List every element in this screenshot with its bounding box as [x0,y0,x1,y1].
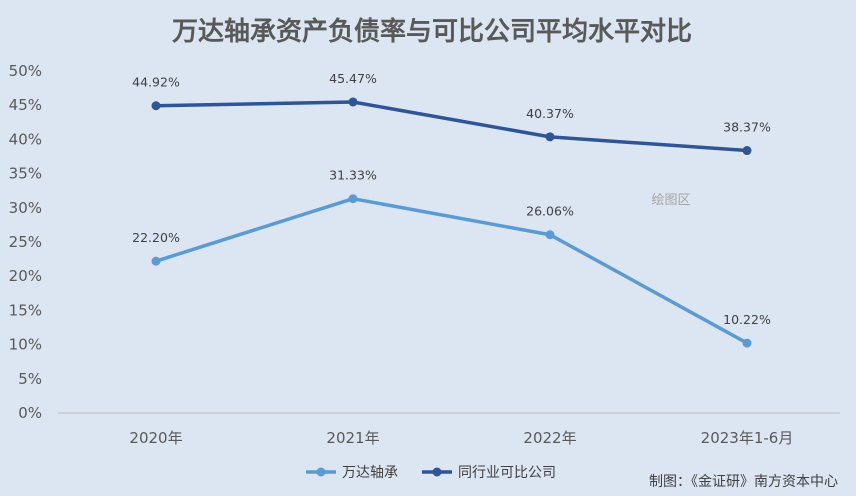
data-label: 44.92% [132,75,180,90]
data-label: 40.37% [526,106,574,121]
legend-label: 万达轴承 [342,465,398,481]
legend-item: 万达轴承 [306,465,398,481]
data-point [742,146,752,156]
data-label: 31.33% [329,168,377,183]
legend-label: 同行业可比公司 [458,465,556,481]
data-point [151,101,161,111]
y-tick-label: 25% [9,233,42,251]
series-2: 44.92% 45.47% 40.37% 38.37% [132,71,771,156]
y-axis: 0% 5% 10% 15% 20% 25% 30% 35% 40% 45% 50% [9,62,42,422]
legend-swatch-marker [316,467,326,477]
data-point [151,256,161,266]
y-tick-label: 10% [9,336,42,354]
y-tick-label: 45% [9,96,42,114]
series-line [154,196,749,345]
x-tick-label: 2021年 [326,429,379,447]
y-tick-label: 5% [18,370,42,388]
data-label: 26.06% [526,204,574,219]
plot-area-watermark: 绘图区 [651,193,690,208]
y-tick-label: 40% [9,130,42,148]
x-tick-label: 2020年 [129,429,182,447]
chart-title: 万达轴承资产负债率与可比公司平均水平对比 [172,16,692,47]
data-point [348,97,358,107]
data-label: 45.47% [329,71,377,86]
y-tick-label: 20% [9,267,42,285]
legend-swatch-marker [432,467,442,477]
data-point [742,338,752,348]
data-label: 38.37% [723,120,771,135]
y-tick-label: 0% [18,404,42,422]
x-tick-label: 2023年1-6月 [701,429,794,447]
data-label: 10.22% [723,312,771,327]
data-label: 22.20% [132,230,180,245]
x-axis: 2020年 2021年 2022年 2023年1-6月 [129,429,793,447]
series-layer: 22.20% 31.33% 26.06% 10.22% 44.92% 45.47% 40.3… [132,71,771,348]
series-1: 22.20% 31.33% 26.06% 10.22% [132,168,771,348]
data-point [348,194,358,204]
y-tick-label: 15% [9,301,42,319]
data-point [545,230,555,240]
data-point [545,132,555,142]
legend-item: 同行业可比公司 [422,465,556,481]
chart-credit: 制图：《金证研》南方资本中心 [649,474,838,490]
y-tick-label: 35% [9,165,42,183]
legend: 万达轴承 同行业可比公司 [306,465,556,481]
y-tick-label: 50% [9,62,42,80]
x-tick-label: 2022年 [523,429,576,447]
y-tick-label: 30% [9,199,42,217]
series-line [154,100,749,153]
